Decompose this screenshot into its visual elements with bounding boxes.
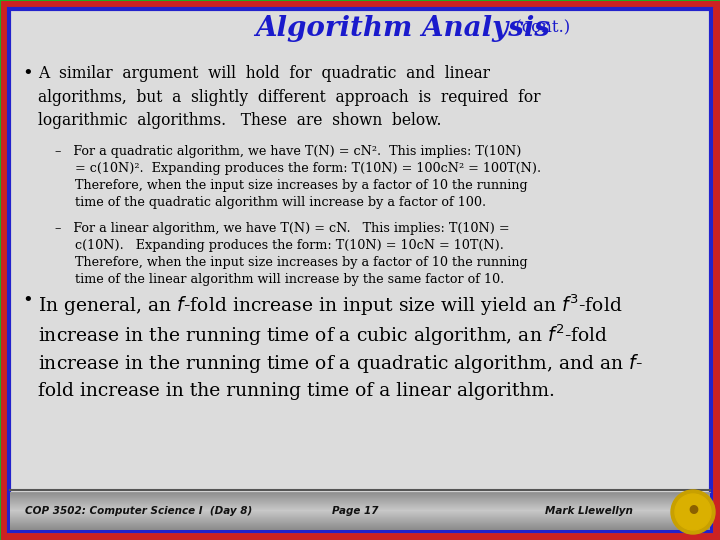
- Text: (cont.): (cont.): [510, 19, 570, 37]
- Text: –   For a linear algorithm, we have T(N) = cN.   This implies: T(10N) =
     c(1: – For a linear algorithm, we have T(N) =…: [55, 222, 528, 286]
- Bar: [10, 499, 710, 500]
- Bar: [10, 521, 710, 522]
- Text: fold increase in the running time of a linear algorithm.: fold increase in the running time of a l…: [38, 382, 555, 400]
- Bar: [10, 513, 710, 514]
- Bar: [10, 511, 710, 512]
- Text: •: •: [22, 292, 32, 310]
- Bar: [10, 528, 710, 529]
- Text: Page 17: Page 17: [332, 506, 378, 516]
- Bar: [10, 523, 710, 524]
- Bar: [10, 507, 710, 508]
- Bar: [10, 527, 710, 528]
- Circle shape: [675, 494, 711, 530]
- Bar: [10, 518, 710, 519]
- Bar: [10, 509, 710, 510]
- Bar: [10, 529, 710, 530]
- Text: A  similar  argument  will  hold  for  quadratic  and  linear
algorithms,  but  : A similar argument will hold for quadrat…: [38, 65, 541, 129]
- Bar: [10, 492, 710, 493]
- Text: increase in the running time of a quadratic algorithm, and an $f$-: increase in the running time of a quadra…: [38, 352, 643, 375]
- Bar: [10, 512, 710, 513]
- Bar: [10, 506, 710, 507]
- Text: Algorithm Analysis: Algorithm Analysis: [255, 15, 550, 42]
- Bar: [10, 500, 710, 501]
- Bar: [10, 526, 710, 527]
- Bar: [10, 524, 710, 525]
- Text: •: •: [22, 65, 32, 83]
- Bar: [10, 520, 710, 521]
- Bar: [10, 495, 710, 496]
- Text: In general, an $f$-fold increase in input size will yield an $f^3$-fold: In general, an $f$-fold increase in inpu…: [38, 292, 623, 318]
- Bar: [10, 519, 710, 520]
- Bar: [10, 515, 710, 516]
- Bar: [10, 503, 710, 504]
- Text: increase in the running time of a cubic algorithm, an $f^2$-fold: increase in the running time of a cubic …: [38, 322, 608, 348]
- Text: Mark Llewellyn: Mark Llewellyn: [545, 506, 633, 516]
- Bar: [10, 501, 710, 502]
- Circle shape: [671, 490, 715, 534]
- Bar: [10, 516, 710, 517]
- Bar: [10, 498, 710, 499]
- Bar: [10, 522, 710, 523]
- Bar: [10, 525, 710, 526]
- Bar: [10, 494, 710, 495]
- Text: •: •: [685, 500, 701, 524]
- Bar: [10, 502, 710, 503]
- Bar: [10, 514, 710, 515]
- Text: –   For a quadratic algorithm, we have T(N) = cN².  This implies: T(10N)
     = : – For a quadratic algorithm, we have T(N…: [55, 145, 541, 209]
- Bar: [10, 497, 710, 498]
- Bar: [10, 505, 710, 506]
- Text: COP 3502: Computer Science I  (Day 8): COP 3502: Computer Science I (Day 8): [25, 506, 252, 516]
- Bar: [10, 493, 710, 494]
- Bar: [10, 504, 710, 505]
- Bar: [10, 517, 710, 518]
- Bar: [10, 496, 710, 497]
- Bar: [10, 508, 710, 509]
- Bar: [10, 510, 710, 511]
